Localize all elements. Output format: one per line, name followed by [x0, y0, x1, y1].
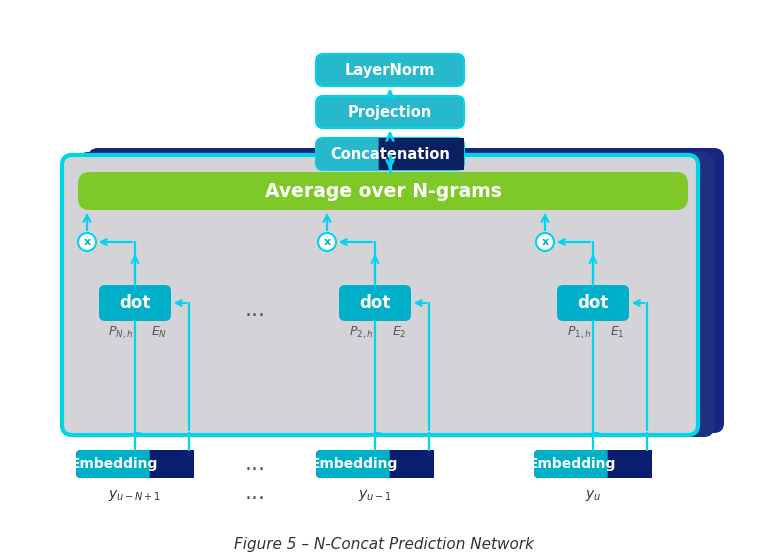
FancyBboxPatch shape — [534, 450, 652, 478]
FancyBboxPatch shape — [62, 155, 698, 435]
FancyBboxPatch shape — [316, 138, 382, 170]
FancyBboxPatch shape — [76, 450, 153, 478]
Text: Figure 5 – N-Concat Prediction Network: Figure 5 – N-Concat Prediction Network — [234, 538, 534, 553]
FancyBboxPatch shape — [534, 450, 611, 478]
FancyBboxPatch shape — [76, 450, 194, 478]
FancyBboxPatch shape — [607, 450, 652, 478]
FancyBboxPatch shape — [78, 172, 688, 210]
Text: ...: ... — [244, 300, 266, 320]
Circle shape — [78, 233, 96, 251]
Text: dot: dot — [359, 294, 391, 312]
Text: $y_u$: $y_u$ — [585, 488, 601, 503]
Text: $E_N$: $E_N$ — [151, 325, 167, 340]
Text: Embedding: Embedding — [311, 457, 398, 471]
FancyBboxPatch shape — [88, 148, 724, 433]
Text: $P_{N,h}$: $P_{N,h}$ — [108, 325, 134, 341]
FancyBboxPatch shape — [389, 450, 434, 478]
Text: $y_{u-1}$: $y_{u-1}$ — [358, 488, 392, 503]
FancyBboxPatch shape — [316, 96, 464, 128]
FancyBboxPatch shape — [316, 54, 464, 86]
Text: Embedding: Embedding — [528, 457, 616, 471]
Text: x: x — [541, 237, 548, 247]
FancyBboxPatch shape — [99, 285, 171, 321]
Text: dot: dot — [578, 294, 609, 312]
Text: Average over N-grams: Average over N-grams — [264, 182, 502, 201]
Text: $E_2$: $E_2$ — [392, 325, 406, 340]
Text: x: x — [323, 237, 330, 247]
FancyBboxPatch shape — [150, 450, 194, 478]
FancyBboxPatch shape — [339, 285, 411, 321]
Text: x: x — [84, 237, 91, 247]
FancyBboxPatch shape — [557, 285, 629, 321]
FancyBboxPatch shape — [316, 450, 392, 478]
Text: ...: ... — [244, 454, 266, 474]
Text: Projection: Projection — [348, 105, 432, 120]
FancyBboxPatch shape — [316, 138, 464, 170]
FancyBboxPatch shape — [379, 138, 464, 170]
Text: $P_{1,h}$: $P_{1,h}$ — [567, 325, 591, 341]
FancyBboxPatch shape — [316, 450, 434, 478]
Text: dot: dot — [119, 294, 151, 312]
Circle shape — [318, 233, 336, 251]
Text: Embedding: Embedding — [71, 457, 158, 471]
Text: ...: ... — [244, 483, 266, 503]
FancyBboxPatch shape — [78, 152, 714, 437]
Text: $E_1$: $E_1$ — [610, 325, 624, 340]
Text: Concatenation: Concatenation — [330, 146, 450, 162]
Text: $P_{2,h}$: $P_{2,h}$ — [349, 325, 373, 341]
Text: LayerNorm: LayerNorm — [345, 62, 435, 77]
Text: $y_{u-N+1}$: $y_{u-N+1}$ — [108, 488, 161, 503]
Circle shape — [536, 233, 554, 251]
